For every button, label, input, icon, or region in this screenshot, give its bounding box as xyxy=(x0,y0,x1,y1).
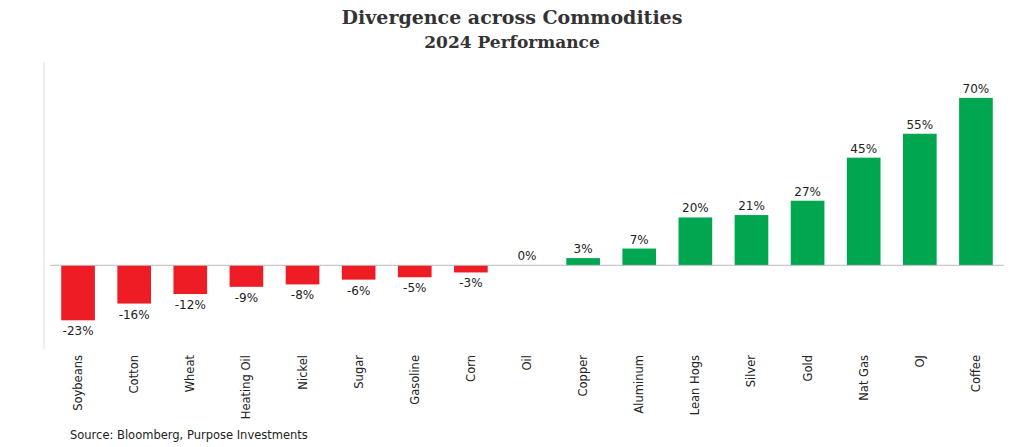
data-label: 27% xyxy=(794,185,821,199)
data-label: 70% xyxy=(963,82,990,96)
bar xyxy=(791,201,825,266)
x-tick-label: Silver xyxy=(744,355,758,388)
data-label: 21% xyxy=(738,199,765,213)
bar xyxy=(566,258,600,265)
chart-container: Divergence across Commodities 2024 Perfor… xyxy=(0,0,1024,447)
chart-svg: Divergence across Commodities 2024 Perfor… xyxy=(0,0,1024,447)
x-tick-label: Lean Hogs xyxy=(688,355,702,415)
x-tick-label: Gold xyxy=(801,355,815,381)
x-tick-label: Copper xyxy=(576,355,590,397)
subtitle: 2024 Performance xyxy=(424,32,600,52)
x-tick-label: Coffee xyxy=(969,355,983,392)
x-tick-label: Aluminum xyxy=(632,355,646,414)
bar xyxy=(230,265,264,287)
baseline xyxy=(50,265,1004,266)
x-tick-label: Sugar xyxy=(352,355,366,389)
bar xyxy=(959,98,993,265)
x-tick-label: Nat Gas xyxy=(857,355,871,401)
data-label: -3% xyxy=(459,276,482,290)
bar xyxy=(735,215,769,265)
x-tick-label: Corn xyxy=(464,355,478,382)
data-label: -23% xyxy=(63,324,94,338)
bar xyxy=(847,158,881,266)
data-label: -9% xyxy=(235,291,258,305)
data-label: 55% xyxy=(906,118,933,132)
data-label: 7% xyxy=(630,233,649,247)
bar xyxy=(679,217,713,265)
bar xyxy=(61,265,95,320)
data-label: 45% xyxy=(850,142,877,156)
bar xyxy=(342,265,376,279)
title: Divergence across Commodities xyxy=(342,6,683,28)
data-label: -12% xyxy=(175,298,206,312)
x-tick-label: Nickel xyxy=(296,355,310,390)
bar xyxy=(286,265,320,284)
data-label: -8% xyxy=(291,288,314,302)
x-tick-label: Cotton xyxy=(127,355,141,393)
x-tick-label: Heating Oil xyxy=(239,355,253,419)
data-label: 0% xyxy=(517,249,536,263)
bar xyxy=(454,265,488,272)
bar xyxy=(173,265,207,294)
data-label: 3% xyxy=(574,242,593,256)
bar xyxy=(117,265,151,303)
x-tick-label: OJ xyxy=(913,355,927,367)
x-tick-label: Wheat xyxy=(183,355,197,393)
data-label: 20% xyxy=(682,201,709,215)
x-tick-label: Oil xyxy=(520,355,534,370)
y-range-line xyxy=(44,62,45,349)
data-label: -6% xyxy=(347,284,370,298)
bars xyxy=(61,98,993,320)
bar xyxy=(622,249,656,266)
source-note: Source: Bloomberg, Purpose Investments xyxy=(70,428,308,442)
data-label: -16% xyxy=(119,308,150,322)
x-tick-label: Gasoline xyxy=(408,355,422,405)
bar xyxy=(398,265,432,277)
data-label: -5% xyxy=(403,281,426,295)
x-tick-label: Soybeans xyxy=(71,355,85,411)
bar xyxy=(903,134,937,266)
